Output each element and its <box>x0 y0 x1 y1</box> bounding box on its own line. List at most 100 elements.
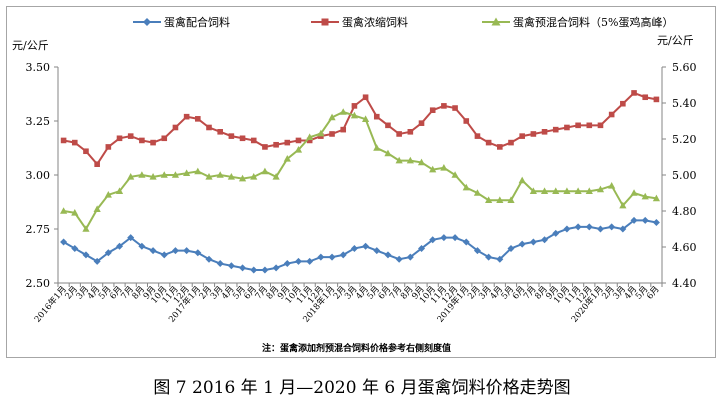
data-point <box>104 191 112 198</box>
data-point <box>71 244 79 252</box>
data-point <box>540 187 549 194</box>
data-point <box>608 223 616 231</box>
data-point <box>273 141 279 148</box>
data-point <box>161 135 168 142</box>
data-point <box>574 187 582 194</box>
data-point <box>385 122 391 129</box>
data-point <box>642 94 649 101</box>
series-2 <box>59 108 661 232</box>
data-point <box>339 251 347 259</box>
data-point <box>250 173 258 180</box>
series-layer <box>59 90 661 274</box>
data-point <box>384 149 392 157</box>
data-point <box>216 171 224 178</box>
data-point <box>283 260 291 268</box>
data-point <box>317 129 325 137</box>
data-point <box>473 189 482 196</box>
data-point <box>530 131 537 137</box>
data-point <box>250 266 258 274</box>
data-point <box>183 113 190 120</box>
data-point <box>652 194 661 202</box>
x-tick-label: 6月 <box>645 285 662 302</box>
data-point <box>508 139 514 146</box>
legend-item-feed: 蛋禽配合饲料 <box>133 15 230 29</box>
data-point <box>149 247 157 255</box>
data-point <box>272 264 280 272</box>
data-point <box>440 234 448 242</box>
data-point <box>115 187 124 194</box>
data-point <box>216 260 224 268</box>
data-point <box>440 164 448 171</box>
data-point <box>585 187 593 194</box>
data-point <box>93 257 101 265</box>
data-point <box>653 96 660 103</box>
data-point <box>82 225 90 232</box>
right-tick-label: 5.00 <box>672 169 697 182</box>
right-tick-label: 4.40 <box>672 277 697 290</box>
data-point <box>272 173 280 180</box>
data-point <box>127 133 134 139</box>
data-point <box>373 113 380 120</box>
data-point <box>497 144 503 150</box>
data-point <box>395 156 403 164</box>
legend-label-concentrate: 蛋禽浓缩饲料 <box>342 15 408 29</box>
data-point <box>116 242 124 250</box>
data-point <box>262 144 268 150</box>
data-point <box>351 103 358 109</box>
data-point <box>206 124 212 131</box>
data-point <box>261 167 269 175</box>
data-point <box>329 131 335 137</box>
data-point <box>317 253 325 261</box>
right-axis-ticks: 4.40 4.60 4.80 5.00 5.20 5.40 5.60 <box>662 61 697 290</box>
data-point <box>361 115 370 122</box>
data-point <box>429 107 436 113</box>
data-point <box>227 173 235 180</box>
data-point <box>574 223 582 231</box>
data-point <box>238 174 247 182</box>
data-point <box>104 249 112 257</box>
data-point <box>83 148 89 155</box>
data-point <box>94 161 100 167</box>
data-point <box>541 236 549 244</box>
data-point <box>127 173 135 180</box>
data-point <box>429 236 437 244</box>
data-point <box>586 122 593 129</box>
data-point <box>160 171 168 178</box>
data-point <box>596 185 605 193</box>
data-point <box>620 100 626 107</box>
left-axis-ticks: 2.50 2.75 3.00 3.25 3.50 <box>26 61 58 290</box>
left-axis-unit: 元/公斤 <box>12 39 49 52</box>
right-tick-label: 4.80 <box>672 205 697 218</box>
data-point <box>217 129 223 135</box>
data-point <box>507 196 515 203</box>
data-point <box>205 255 213 263</box>
data-point <box>82 251 90 259</box>
right-tick-label: 5.20 <box>672 133 697 146</box>
data-point <box>116 135 123 142</box>
legend-label-premix: 蛋禽预混合饲料（5%蛋鸡高峰） <box>513 15 673 29</box>
data-point <box>339 108 347 115</box>
data-point <box>451 171 459 178</box>
data-point <box>60 137 67 144</box>
data-point <box>552 229 560 237</box>
data-point <box>105 144 112 150</box>
data-point <box>183 169 191 176</box>
data-point <box>407 129 414 135</box>
data-point <box>373 247 381 255</box>
data-point <box>160 251 168 259</box>
data-point <box>239 135 246 142</box>
data-point <box>294 257 302 265</box>
data-point <box>205 173 213 180</box>
x-axis-ticks: 2016年1月2月3月4月5月6月7月8月9月10月11月12月2017年1月2… <box>32 283 663 325</box>
data-point <box>150 139 156 146</box>
data-point <box>71 139 78 146</box>
data-point <box>384 251 392 259</box>
data-point <box>194 249 202 257</box>
data-point <box>552 126 559 133</box>
data-point <box>149 173 157 180</box>
data-point <box>306 257 314 265</box>
data-point <box>294 146 303 153</box>
data-point <box>563 225 571 233</box>
series-0 <box>60 216 660 274</box>
data-point <box>529 187 537 194</box>
